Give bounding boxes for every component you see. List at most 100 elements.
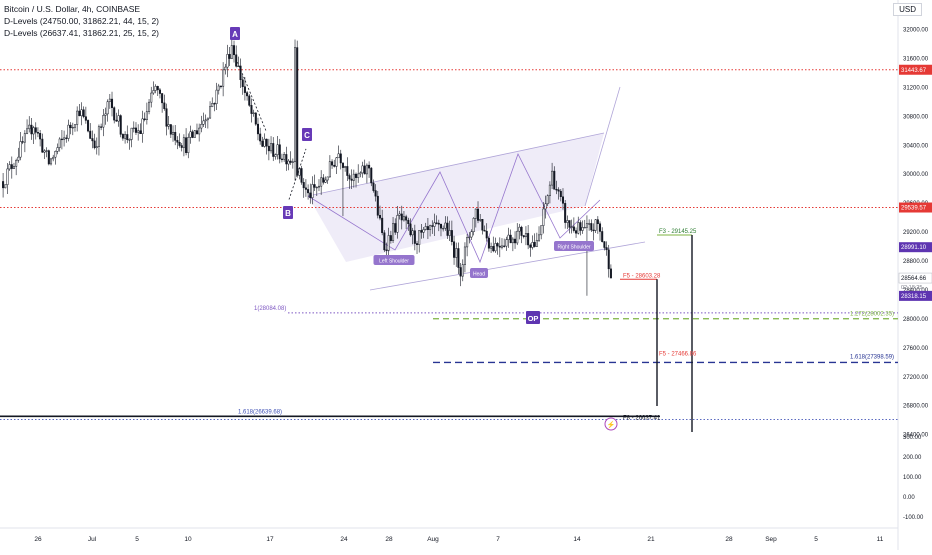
candle-body — [267, 145, 270, 152]
candle-body — [132, 127, 135, 129]
x-tick-label-13: 5 — [814, 536, 818, 543]
candle-body — [161, 93, 164, 104]
candle-body — [400, 213, 403, 221]
candle-body — [167, 124, 170, 127]
candle-body — [524, 233, 527, 238]
candle-body — [470, 231, 473, 238]
candle-body — [12, 166, 15, 169]
candle-body — [111, 98, 114, 108]
candle-body — [17, 156, 20, 161]
candle-body — [158, 89, 161, 94]
price-label-bg-4 — [899, 290, 932, 301]
candle-body — [437, 222, 440, 225]
candle-body — [579, 222, 582, 231]
candle-body — [505, 239, 508, 247]
candle-body — [213, 103, 216, 105]
currency-button[interactable]: USD — [893, 3, 922, 16]
candle-body — [202, 120, 205, 125]
candle-body — [174, 131, 177, 141]
candle-body — [256, 123, 259, 135]
candle-body — [511, 238, 514, 244]
candle-body — [577, 222, 580, 234]
candle-body — [126, 134, 129, 140]
candle-body — [459, 267, 462, 277]
candle-body — [248, 95, 251, 106]
candle-body — [416, 243, 419, 245]
candle-body — [311, 184, 314, 198]
candle-body — [566, 220, 569, 223]
x-tick-label-3: 10 — [184, 536, 192, 543]
marker-b-bg — [283, 206, 293, 219]
candle-body — [337, 153, 340, 159]
candle-body — [546, 195, 549, 205]
marker-c: C — [304, 131, 310, 140]
candle-body — [39, 133, 42, 140]
candle-body — [542, 208, 545, 226]
candle-body — [564, 203, 567, 223]
candle-body — [67, 124, 70, 139]
candle-body — [259, 133, 262, 142]
candle-body — [494, 243, 497, 252]
candle-body — [607, 249, 610, 270]
candle-body — [409, 223, 412, 236]
candle-body — [307, 189, 310, 194]
candle-body — [533, 242, 536, 247]
candle-body — [134, 127, 137, 133]
candle-body — [52, 156, 55, 160]
candle-body — [328, 161, 331, 178]
candle-body — [10, 164, 13, 169]
candle-body — [176, 140, 179, 143]
candle-body — [21, 141, 24, 143]
candle-body — [130, 127, 133, 140]
x-tick-label-6: 28 — [385, 536, 393, 543]
candle-body — [463, 246, 466, 265]
candle-countdown: 02:18:25 — [901, 285, 922, 291]
left-shoulder-label-bg — [373, 255, 415, 265]
indicator-1[interactable]: D-Levels (24750.00, 31862.21, 44, 15, 2) — [4, 16, 159, 26]
candle-body — [485, 230, 488, 239]
candle-body — [113, 107, 116, 121]
candle-body — [193, 130, 196, 138]
marker-a-bg — [230, 27, 240, 40]
candle-body — [431, 225, 434, 227]
candle-body — [341, 162, 344, 168]
candle-body — [45, 150, 48, 152]
candle-body — [141, 118, 144, 134]
candle-body — [43, 150, 46, 153]
marker-b: B — [285, 209, 291, 218]
candle-body — [172, 131, 175, 135]
candle-body — [381, 217, 384, 234]
y-tick-label-10: 28000.00 — [903, 317, 929, 323]
candle-body — [320, 177, 323, 187]
price-label-bg-3 — [898, 272, 932, 284]
candle-body — [583, 226, 586, 229]
candle-body — [23, 133, 26, 143]
candle-body — [124, 134, 127, 139]
indicator-2[interactable]: D-Levels (26637.41, 31862.21, 25, 15, 2) — [4, 28, 159, 38]
candle-body — [585, 223, 588, 228]
candle-body — [352, 173, 355, 181]
candle-body — [104, 113, 107, 116]
candle-body — [570, 226, 573, 228]
candle-body — [363, 165, 366, 175]
candle-body — [239, 65, 242, 80]
candle-body — [265, 138, 268, 147]
candle-body — [87, 120, 90, 132]
candle-body — [187, 137, 190, 153]
lower-scale-tick-3: 0.00 — [903, 495, 915, 501]
candle-body — [433, 222, 436, 227]
neckline — [369, 241, 646, 291]
candle-body — [89, 130, 92, 139]
candle-body — [492, 246, 495, 252]
candle-body — [455, 248, 458, 258]
candle-body — [446, 222, 449, 236]
candle-body — [426, 226, 429, 230]
candle-body — [261, 140, 264, 147]
candle-body — [424, 226, 427, 230]
candle-body — [457, 248, 460, 268]
y-tick-label-14: 26400.00 — [903, 433, 929, 439]
price-label-0: 31443.67 — [901, 68, 927, 74]
candle-body — [435, 222, 438, 224]
candle-body — [418, 230, 421, 245]
